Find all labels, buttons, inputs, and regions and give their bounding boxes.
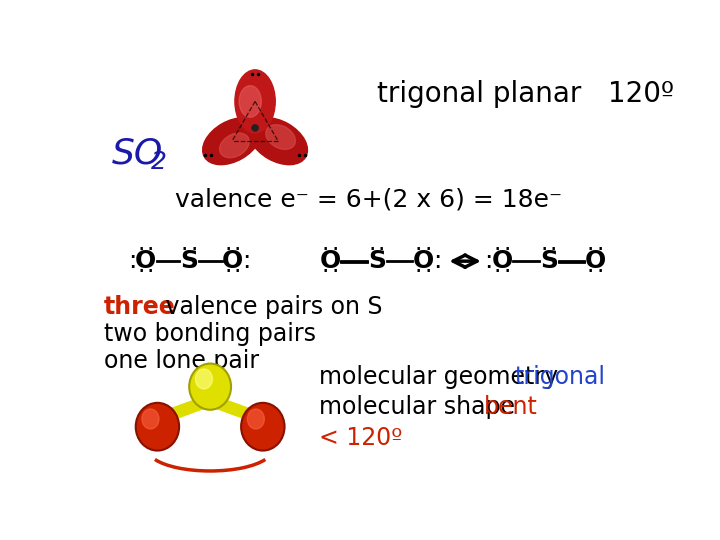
Text: ·: · bbox=[138, 238, 145, 262]
Text: ·: · bbox=[587, 238, 594, 262]
Text: S: S bbox=[180, 249, 198, 273]
Text: ·: · bbox=[503, 260, 510, 284]
Text: ·: · bbox=[331, 238, 338, 262]
Text: S: S bbox=[540, 249, 558, 273]
Ellipse shape bbox=[142, 409, 159, 429]
Text: ·: · bbox=[415, 238, 423, 262]
Text: 2: 2 bbox=[150, 150, 166, 174]
Text: ·: · bbox=[331, 260, 338, 284]
Ellipse shape bbox=[202, 118, 261, 165]
Text: S: S bbox=[368, 249, 386, 273]
Text: trigonal planar   120º: trigonal planar 120º bbox=[377, 80, 674, 108]
Ellipse shape bbox=[195, 369, 212, 389]
Text: ·: · bbox=[181, 238, 188, 262]
Text: ·: · bbox=[147, 238, 154, 262]
Text: ·: · bbox=[233, 260, 241, 284]
Text: :: : bbox=[484, 249, 492, 273]
Text: O: O bbox=[320, 249, 341, 273]
Ellipse shape bbox=[239, 86, 261, 117]
Text: three: three bbox=[104, 295, 176, 319]
Text: ·: · bbox=[550, 238, 557, 262]
Text: < 120º: < 120º bbox=[319, 426, 402, 450]
Text: valence e⁻ = 6+(2 x 6) = 18e⁻: valence e⁻ = 6+(2 x 6) = 18e⁻ bbox=[176, 187, 562, 212]
Text: ·: · bbox=[424, 260, 431, 284]
Text: SO: SO bbox=[112, 137, 163, 170]
Text: ·: · bbox=[224, 238, 232, 262]
Text: ·: · bbox=[424, 238, 431, 262]
Text: trigonal: trigonal bbox=[515, 364, 606, 389]
Text: ·: · bbox=[596, 260, 603, 284]
Ellipse shape bbox=[136, 403, 179, 450]
Text: :: : bbox=[127, 249, 136, 273]
Ellipse shape bbox=[241, 403, 284, 450]
Text: ·: · bbox=[322, 260, 329, 284]
Text: ·: · bbox=[147, 260, 154, 284]
Text: ·: · bbox=[503, 238, 510, 262]
Ellipse shape bbox=[248, 409, 264, 429]
Text: O: O bbox=[222, 249, 243, 273]
Text: ·: · bbox=[190, 238, 197, 262]
Ellipse shape bbox=[235, 70, 275, 133]
Text: ·: · bbox=[415, 260, 423, 284]
Text: O: O bbox=[492, 249, 513, 273]
Ellipse shape bbox=[249, 118, 307, 165]
Text: ·: · bbox=[494, 260, 501, 284]
Text: ·: · bbox=[224, 260, 232, 284]
Text: :: : bbox=[433, 249, 441, 273]
Ellipse shape bbox=[266, 125, 295, 150]
Text: two bonding pairs: two bonding pairs bbox=[104, 322, 316, 346]
Ellipse shape bbox=[220, 133, 249, 158]
Text: ·: · bbox=[378, 238, 385, 262]
Text: bent: bent bbox=[484, 395, 538, 420]
Text: ·: · bbox=[369, 238, 376, 262]
Text: ·: · bbox=[596, 238, 603, 262]
Text: molecular shape: molecular shape bbox=[319, 395, 522, 420]
Text: O: O bbox=[413, 249, 434, 273]
Text: valence pairs on S: valence pairs on S bbox=[158, 295, 383, 319]
Text: O: O bbox=[585, 249, 606, 273]
Text: :: : bbox=[243, 249, 251, 273]
Text: ·: · bbox=[138, 260, 145, 284]
Text: ·: · bbox=[233, 238, 241, 262]
Text: ·: · bbox=[322, 238, 329, 262]
Circle shape bbox=[252, 125, 258, 131]
Text: O: O bbox=[135, 249, 156, 273]
Text: molecular geometry: molecular geometry bbox=[319, 364, 565, 389]
Text: ·: · bbox=[494, 238, 501, 262]
Text: ·: · bbox=[587, 260, 594, 284]
Text: one lone pair: one lone pair bbox=[104, 349, 259, 373]
Text: ·: · bbox=[541, 238, 548, 262]
Ellipse shape bbox=[189, 363, 231, 410]
